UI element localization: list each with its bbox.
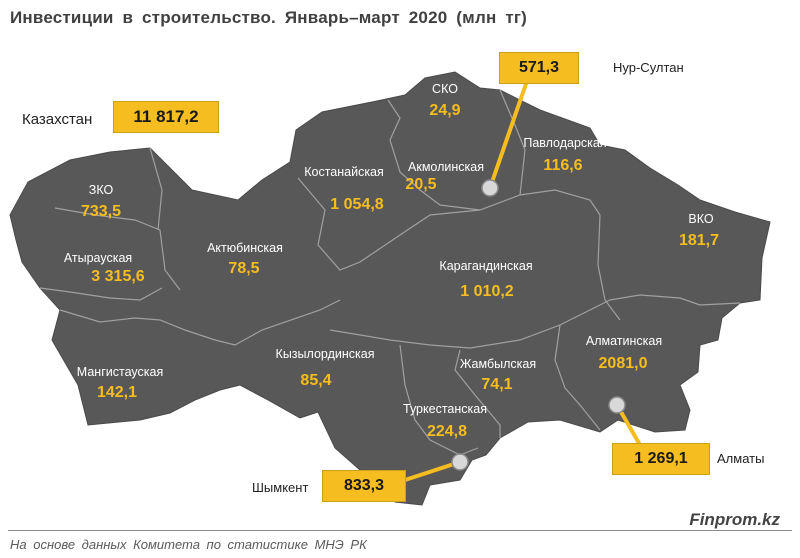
- shymkent-marker: [451, 453, 469, 471]
- region-zko-name: ЗКО: [88, 183, 114, 197]
- brand-logo: Finprom.kz: [689, 510, 780, 529]
- city-shymkent-label: Шымкент: [252, 480, 309, 495]
- region-mangystau-value: 142,1: [96, 384, 138, 401]
- region-pavlodar-name: Павлодарская: [523, 136, 607, 150]
- region-mangystau-name: Мангистауская: [76, 365, 164, 379]
- region-aktobe-value: 78,5: [228, 260, 260, 277]
- region-kostanay-value: 1 054,8: [330, 196, 384, 213]
- region-vko-name: ВКО: [688, 212, 714, 226]
- region-zko-value: 733,5: [80, 203, 122, 220]
- city-almaty-box: 1 269,1: [612, 443, 710, 475]
- region-zhambyl-value: 74,1: [481, 376, 513, 393]
- region-akmola-name: Акмолинская: [408, 160, 484, 174]
- nur-sultan-leader: [488, 77, 530, 189]
- region-sko-name: СКО: [432, 82, 458, 96]
- region-akmola-value: 20,5: [405, 176, 437, 193]
- kazakhstan-territory: [9, 71, 771, 506]
- region-kostanay-name: Костанайская: [304, 165, 384, 179]
- total-value-box: 11 817,2: [113, 101, 219, 133]
- shymkent-leader: [404, 460, 461, 482]
- city-shymkent-box: 833,3: [322, 470, 406, 502]
- region-turkestan-name: Туркестанская: [403, 402, 487, 416]
- city-almaty-label: Алматы: [717, 451, 765, 466]
- region-almaty-region-value: 2081,0: [598, 355, 648, 372]
- almaty-marker: [608, 396, 626, 414]
- nur-sultan-marker: [481, 179, 499, 197]
- region-karaganda-name: Карагандинская: [439, 259, 533, 273]
- map-title: Инвестиции в строительство. Январь–март …: [10, 8, 527, 27]
- footer-divider: [8, 530, 792, 531]
- region-kyzylorda-value: 85,4: [300, 372, 332, 389]
- source-note: На основе данных Комитета по статистике …: [10, 537, 367, 552]
- region-aktobe-name: Актюбинская: [207, 241, 283, 255]
- region-pavlodar-value: 116,6: [543, 157, 583, 174]
- city-nur-sultan-box: 571,3: [499, 52, 579, 84]
- region-zhambyl-name: Жамбылская: [459, 357, 537, 371]
- region-atyrau-name: Атырауская: [63, 251, 133, 265]
- region-vko-value: 181,7: [678, 232, 720, 249]
- region-almaty-region-name: Алматинская: [585, 334, 663, 348]
- city-nur-sultan-label: Нур-Султан: [613, 60, 684, 75]
- total-label: Казахстан: [22, 111, 93, 128]
- region-turkestan-value: 224,8: [426, 423, 468, 440]
- region-kyzylorda-name: Кызылординская: [275, 347, 375, 361]
- region-karaganda-value: 1 010,2: [460, 283, 514, 300]
- region-sko-value: 24,9: [429, 102, 461, 119]
- region-atyrau-value: 3 315,6: [91, 268, 145, 285]
